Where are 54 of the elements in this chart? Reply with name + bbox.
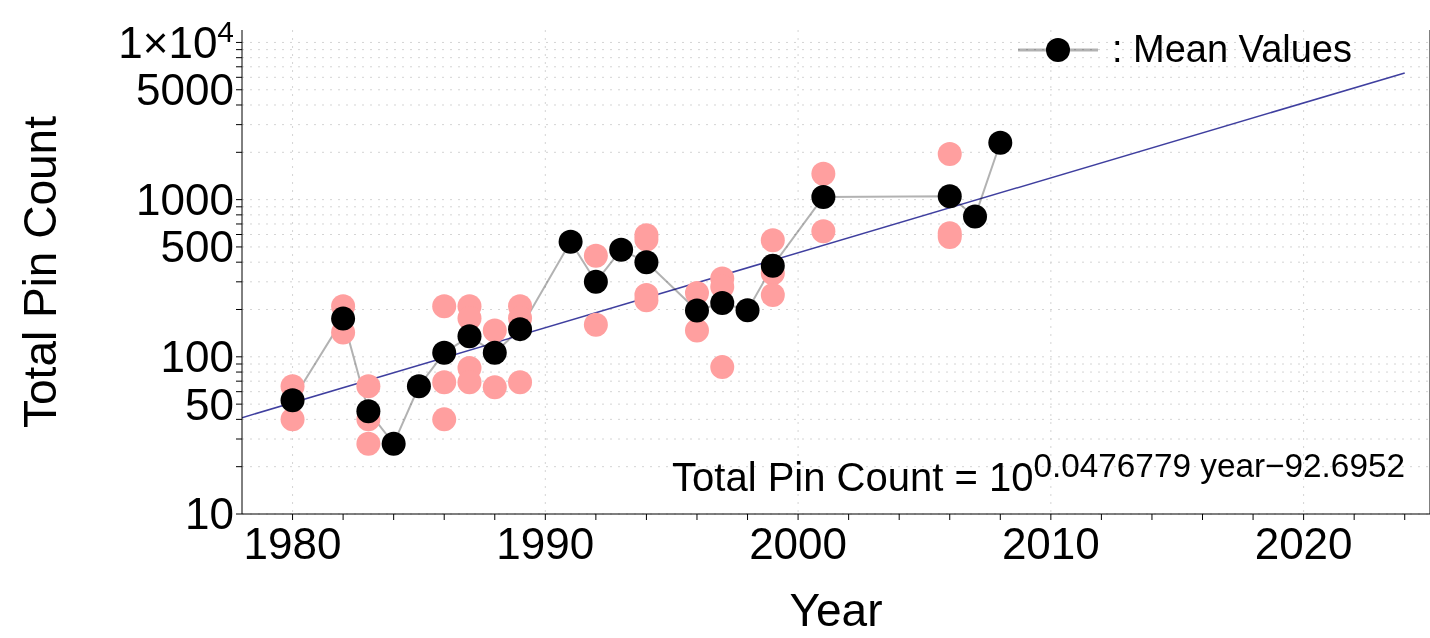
- point: [710, 355, 735, 380]
- point: [583, 243, 608, 268]
- y-tick-label: 50: [185, 379, 234, 429]
- point: [811, 184, 836, 209]
- y-tick-label: 1×10$^{4}$: [118, 14, 234, 67]
- point: [937, 142, 962, 167]
- point: [457, 324, 482, 349]
- point: [760, 228, 785, 253]
- point: [811, 219, 836, 244]
- point: [558, 229, 583, 254]
- point: [760, 253, 785, 278]
- x-tick-label: 2010: [1001, 519, 1100, 569]
- point: [432, 340, 457, 365]
- point: [811, 161, 836, 186]
- point: [988, 130, 1013, 155]
- y-tick-label: 10: [185, 489, 234, 539]
- point: [963, 204, 988, 229]
- point: [583, 269, 608, 294]
- point: [735, 298, 760, 323]
- point: [482, 375, 507, 400]
- x-tick-label: 1980: [243, 519, 342, 569]
- point: [356, 374, 381, 399]
- legend-label: : Mean Values: [1111, 28, 1352, 71]
- point: [356, 399, 381, 424]
- point: [508, 317, 533, 342]
- annotation: Total Pin Count = 10$^{0.0476779 year−92.6952}$: [672, 446, 1405, 500]
- y-tick-label: 5000: [136, 65, 234, 115]
- x-tick-label: 1990: [496, 519, 595, 569]
- x-tick-label: 2020: [1254, 519, 1353, 569]
- point: [280, 388, 305, 413]
- point: [356, 431, 381, 456]
- y-axis-title: Total Pin Count: [14, 115, 67, 428]
- point: [710, 290, 735, 315]
- point: [432, 370, 457, 395]
- y-tick-label: 1000: [136, 175, 234, 225]
- point: [381, 431, 406, 456]
- point: [684, 298, 709, 323]
- y-tick-label: 500: [160, 222, 234, 272]
- point: [508, 370, 533, 395]
- x-tick-label: 2000: [749, 519, 848, 569]
- point: [609, 237, 634, 262]
- point: [634, 250, 659, 275]
- point: [583, 312, 608, 337]
- point: [482, 318, 507, 343]
- point: [331, 306, 356, 331]
- x-axis-title: Year: [789, 584, 883, 636]
- point: [937, 184, 962, 209]
- point: [432, 407, 457, 432]
- point: [684, 318, 709, 343]
- point: [432, 294, 457, 319]
- point: [760, 283, 785, 308]
- point: [406, 374, 431, 399]
- point: [482, 340, 507, 365]
- y-tick-label: 100: [160, 332, 234, 382]
